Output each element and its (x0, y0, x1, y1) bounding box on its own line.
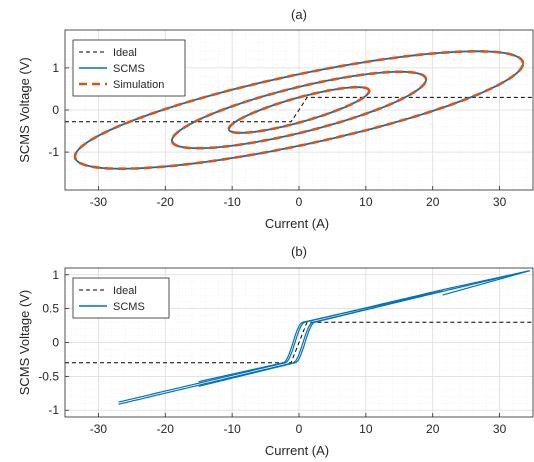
y-axis-label: SCMS Voltage (V) (17, 290, 32, 396)
series-scms-tip (442, 270, 530, 296)
x-tick-label: 0 (296, 422, 303, 436)
x-tick-label: -30 (90, 195, 108, 209)
y-axis-label: SCMS Voltage (V) (17, 57, 32, 163)
series-simulation-loop-2 (170, 70, 428, 150)
x-tick-label: -10 (223, 422, 241, 436)
y-tick-label: -1 (48, 403, 59, 417)
legend-label-ideal: Ideal (113, 47, 137, 59)
legend-label-scms: SCMS (113, 63, 145, 75)
x-tick-label: -10 (223, 195, 241, 209)
plot-area (65, 270, 533, 405)
legend: Ideal SCMS (72, 277, 170, 319)
x-tick-label: -30 (90, 422, 108, 436)
y-tick-label: 1 (52, 61, 59, 75)
chart-panel-b: -30 -20 -10 0 10 20 30 -1 -0.5 0 0.5 1 (b) Current (A… (17, 244, 534, 458)
legend: Ideal SCMS Simulation (72, 39, 186, 97)
x-tick-label: 0 (296, 195, 303, 209)
series-scms-branch-4 (198, 290, 443, 383)
legend-label-scms: SCMS (113, 301, 145, 313)
series-scms-branch-1 (118, 270, 530, 405)
legend-label-ideal: Ideal (113, 285, 137, 297)
x-tick-label: 30 (493, 195, 507, 209)
plot-area (65, 50, 533, 170)
series-ideal-line (65, 96, 533, 123)
y-tick-label: -0.5 (38, 369, 59, 383)
x-axis-label: Current (A) (265, 216, 329, 231)
series-simulation-loop-1 (73, 50, 525, 170)
legend-box (72, 277, 170, 319)
y-tick-label: -1 (48, 145, 59, 159)
x-tick-label: 20 (426, 195, 440, 209)
x-tick-label: 20 (426, 422, 440, 436)
y-tick-label: 0 (52, 103, 59, 117)
chart-title: (b) (291, 244, 307, 259)
y-tick-label: 0 (52, 336, 59, 350)
x-tick-label: 10 (359, 195, 373, 209)
x-tick-label: 30 (493, 422, 507, 436)
chart-title: (a) (291, 7, 307, 22)
y-tick-label: 1 (52, 268, 59, 282)
y-tick-label: 0.5 (42, 302, 59, 316)
x-tick-label: -20 (157, 422, 175, 436)
x-tick-label: 10 (359, 422, 373, 436)
x-tick-label: -20 (157, 195, 175, 209)
series-scms-branch-3 (198, 290, 443, 387)
x-axis-label: Current (A) (265, 443, 329, 458)
chart-panel-a: -30 -20 -10 0 10 20 30-101(a)Current (A)SCMS V… (17, 7, 534, 231)
series-ideal-line (65, 321, 533, 364)
legend-label-simulation: Simulation (113, 79, 164, 91)
series-simulation-loop-3 (227, 85, 371, 135)
